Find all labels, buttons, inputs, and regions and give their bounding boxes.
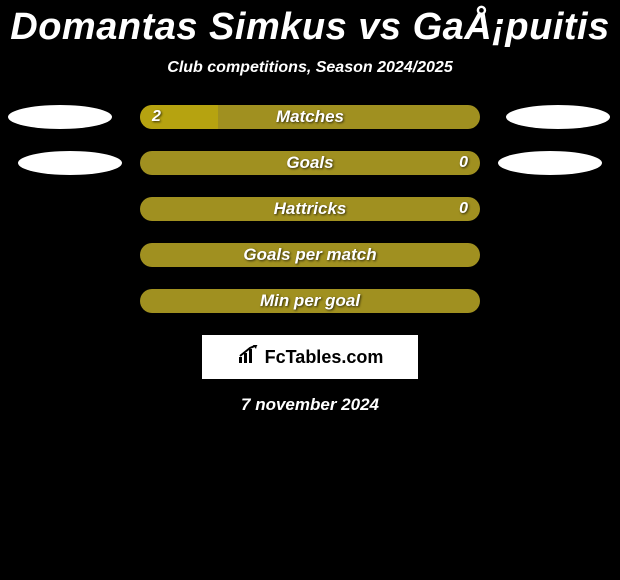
stat-label: Min per goal <box>260 291 360 311</box>
page-subtitle: Club competitions, Season 2024/2025 <box>0 53 620 105</box>
stat-bar: Matches 2 <box>140 105 480 129</box>
stat-label: Goals per match <box>243 245 376 265</box>
player-right-marker <box>498 151 602 175</box>
player-left-marker <box>18 151 122 175</box>
stat-row: Goals per match <box>0 243 620 267</box>
stat-value-left: 2 <box>152 108 161 126</box>
brand-logo-text: FcTables.com <box>265 347 384 368</box>
stat-value-right: 0 <box>459 200 468 218</box>
stat-bar: Goals 0 <box>140 151 480 175</box>
stat-value-right: 0 <box>459 154 468 172</box>
stat-label: Hattricks <box>274 199 347 219</box>
stat-row: Hattricks 0 <box>0 197 620 221</box>
stat-bar: Min per goal <box>140 289 480 313</box>
brand-logo: FcTables.com <box>202 335 418 379</box>
stat-row: Goals 0 <box>0 151 620 175</box>
stat-label: Matches <box>276 107 344 127</box>
comparison-panel: Domantas Simkus vs GaÅ¡puitis Club compe… <box>0 0 620 431</box>
player-left-marker <box>8 105 112 129</box>
stat-row: Min per goal <box>0 289 620 313</box>
stat-bar: Hattricks 0 <box>140 197 480 221</box>
chart-icon <box>237 345 261 370</box>
stat-rows: Matches 2 Goals 0 Hattricks 0 Goals per match M… <box>0 105 620 313</box>
stat-row: Matches 2 <box>0 105 620 129</box>
player-right-marker <box>506 105 610 129</box>
page-title: Domantas Simkus vs GaÅ¡puitis <box>0 0 620 53</box>
stat-label: Goals <box>286 153 333 173</box>
stat-bar: Goals per match <box>140 243 480 267</box>
date-label: 7 november 2024 <box>0 379 620 431</box>
